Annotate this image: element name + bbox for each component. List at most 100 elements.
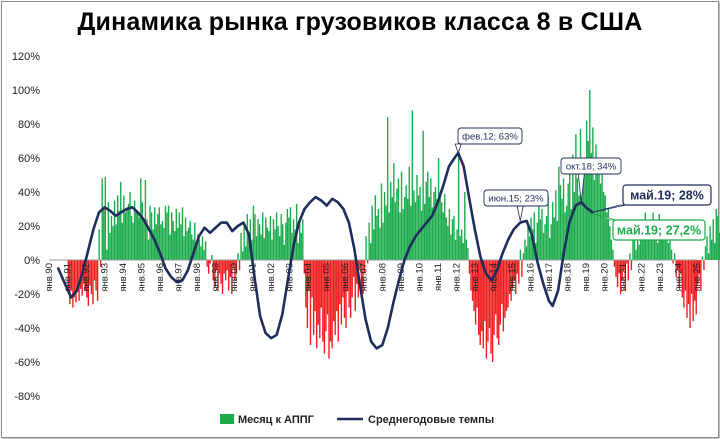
callout-box xyxy=(622,184,712,206)
x-tick-label: янв.12 xyxy=(451,263,462,292)
bar xyxy=(371,205,373,260)
bar xyxy=(436,198,438,260)
bar xyxy=(636,229,639,260)
bar xyxy=(423,203,426,260)
bar xyxy=(633,226,636,260)
bar xyxy=(345,260,347,328)
bar xyxy=(440,202,443,260)
y-axis-labels: 120% 100% 80% 60% 40% 20% 0% -20% -40% -60% -80% xyxy=(12,51,40,403)
bar xyxy=(160,224,162,260)
x-tick-label: янв.93 xyxy=(100,263,111,292)
bar xyxy=(428,197,431,260)
bar xyxy=(697,260,699,284)
bar xyxy=(544,224,546,260)
bar xyxy=(342,260,344,298)
bar xyxy=(121,222,123,260)
bar xyxy=(482,260,485,349)
bar xyxy=(643,239,645,260)
bar xyxy=(278,236,281,260)
bar xyxy=(157,214,159,260)
bar xyxy=(462,243,464,260)
bar xyxy=(519,249,522,260)
bar xyxy=(282,224,284,260)
bar xyxy=(229,260,231,277)
bar xyxy=(602,192,605,260)
bar xyxy=(240,232,242,260)
bar xyxy=(209,260,211,264)
bar xyxy=(161,220,164,260)
bar xyxy=(177,227,179,260)
bar xyxy=(678,260,680,288)
bar xyxy=(73,260,76,298)
x-tick-label: янв.21 xyxy=(618,263,629,292)
bar xyxy=(204,241,207,260)
bar xyxy=(496,260,498,339)
bar xyxy=(93,260,96,281)
x-tick-label: янв.25 xyxy=(692,263,703,292)
x-tick-label: янв.03 xyxy=(285,263,296,292)
bar xyxy=(687,260,690,305)
bar xyxy=(351,260,353,298)
bar xyxy=(104,176,107,260)
bar xyxy=(340,260,343,325)
bar xyxy=(248,232,250,260)
bar xyxy=(241,251,244,260)
callout-box xyxy=(612,219,706,241)
bar xyxy=(200,246,202,260)
callout-pointer xyxy=(592,204,627,213)
bar xyxy=(522,253,525,260)
bar xyxy=(141,202,144,260)
bar xyxy=(109,232,111,260)
bar xyxy=(632,239,634,260)
bar xyxy=(76,260,79,293)
bar xyxy=(67,260,69,294)
bar xyxy=(488,260,491,328)
callout-pointer xyxy=(592,213,617,221)
bar xyxy=(552,202,554,260)
bar xyxy=(274,229,276,260)
bar xyxy=(647,222,650,260)
bar xyxy=(135,210,137,260)
bar xyxy=(701,256,704,260)
bar xyxy=(79,260,82,289)
bar xyxy=(359,260,361,271)
bar xyxy=(391,197,393,260)
bar xyxy=(220,260,222,284)
bar xyxy=(615,260,617,277)
bar xyxy=(69,260,71,305)
bar xyxy=(383,192,386,260)
bar xyxy=(619,260,622,294)
bar xyxy=(599,183,602,260)
bar xyxy=(319,260,321,339)
bar-series xyxy=(67,90,720,362)
bar xyxy=(320,260,323,308)
x-tick-label: янв.20 xyxy=(599,263,610,292)
bar xyxy=(393,163,395,260)
bar xyxy=(589,90,591,260)
bar xyxy=(715,209,717,260)
bar xyxy=(664,229,667,260)
bar xyxy=(221,260,224,294)
x-tick-label: янв.17 xyxy=(544,263,555,292)
callouts: фев.12; 63% июн.15; 23% окт.18; 34% май.19;… xyxy=(454,127,712,241)
bar xyxy=(92,260,94,305)
legend-line-label: Среднегодовые темпы xyxy=(368,414,494,426)
bar xyxy=(175,209,177,260)
bar xyxy=(75,260,77,303)
bar xyxy=(348,260,350,308)
y-tick-label: 60% xyxy=(18,153,40,165)
bar xyxy=(461,229,463,260)
bar xyxy=(433,192,435,260)
bar xyxy=(245,246,247,260)
bar xyxy=(299,222,301,260)
bar xyxy=(450,234,452,260)
bar xyxy=(539,219,542,260)
bar xyxy=(630,260,633,271)
bar xyxy=(124,212,127,260)
x-tick-label: янв.18 xyxy=(562,263,573,292)
bar xyxy=(112,226,114,260)
bar xyxy=(96,260,99,301)
bar xyxy=(258,224,261,260)
bar xyxy=(163,227,165,260)
